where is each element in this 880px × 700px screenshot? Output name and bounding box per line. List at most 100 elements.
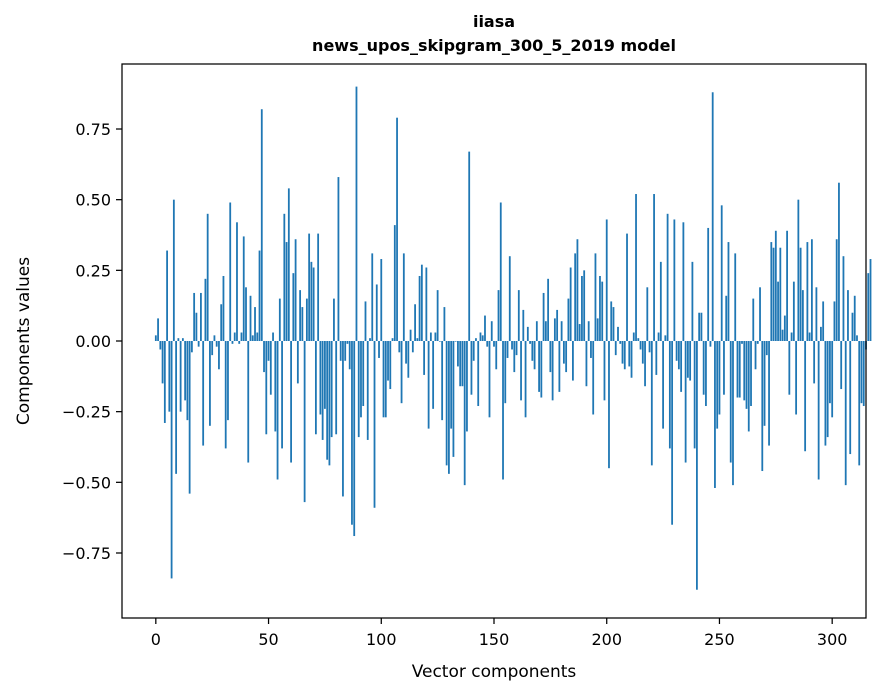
y-tick-label: 0.75 [75,120,111,139]
bar-component-220 [650,341,653,466]
bar-component-9 [175,341,178,474]
bar-component-282 [790,332,793,341]
bar-component-311 [856,335,858,341]
bar-component-302 [835,239,838,341]
bar-component-103 [387,341,389,381]
bar-component-240 [696,341,698,590]
bar-component-4 [163,341,166,423]
bar-component-251 [720,205,723,341]
bar-component-3 [161,341,164,384]
y-tick-label: 0.50 [75,191,111,210]
bar-component-249 [716,341,719,429]
bar-component-260 [741,341,743,344]
bar-component-187 [576,239,579,341]
bar-component-235 [684,341,687,463]
bar-component-180 [560,321,563,341]
bar-component-150 [493,341,495,347]
bar-component-25 [211,341,214,356]
bar-component-297 [824,341,827,446]
bar-component-182 [565,341,568,373]
bar-component-64 [299,290,302,341]
bar-component-206 [619,341,622,344]
x-tick-label: 200 [591,630,622,649]
bar-component-69 [310,261,313,341]
bar-component-202 [610,301,613,341]
bar-component-177 [553,318,556,341]
bar-component-316 [867,273,870,341]
bar-component-144 [479,332,482,341]
bar-component-95 [369,338,371,341]
bar-component-46 [258,250,261,341]
bar-component-48 [263,341,265,373]
bar-component-162 [520,341,522,401]
bar-component-40 [245,287,247,341]
bar-component-71 [314,341,317,435]
bar-component-61 [292,273,295,341]
bar-component-303 [838,182,840,341]
bar-component-119 [423,341,426,375]
y-tick-label: 0.25 [75,261,111,280]
bar-component-146 [484,315,486,341]
bar-component-22 [204,278,207,341]
bar-component-118 [420,264,423,341]
bar-component-291 [810,239,813,341]
bar-component-299 [829,341,831,404]
bar-component-173 [544,321,547,341]
bar-component-242 [700,312,703,341]
bar-component-183 [567,298,570,341]
bar-component-120 [425,267,428,341]
bar-component-201 [608,341,610,469]
bar-component-117 [418,275,421,341]
bar-component-261 [743,341,746,401]
bar-component-167 [531,341,534,361]
bar-component-224 [659,261,662,341]
bar-component-191 [585,341,588,387]
bar-component-263 [747,341,750,432]
bar-component-16 [190,341,193,353]
bar-component-246 [709,341,712,347]
bar-component-278 [781,329,784,341]
bar-component-37 [238,341,241,344]
bar-component-228 [668,341,671,449]
bar-component-116 [416,338,419,341]
bar-component-280 [786,230,788,341]
bar-component-212 [632,332,635,341]
bar-component-24 [209,341,211,426]
bar-component-312 [858,341,861,466]
bar-component-80 [335,341,338,435]
bar-component-52 [272,332,274,341]
bar-component-277 [779,247,782,341]
bar-component-181 [562,341,565,364]
bar-component-168 [533,341,536,370]
bar-component-214 [637,338,640,341]
bar-component-217 [644,341,646,387]
bar-component-205 [617,326,619,341]
bar-component-305 [842,256,845,341]
bar-component-245 [707,227,710,341]
bar-component-227 [666,213,669,341]
bar-component-68 [308,233,311,341]
bar-component-258 [736,341,739,398]
bar-component-43 [251,335,254,341]
bar-component-77 [328,341,331,466]
bar-component-169 [535,321,538,341]
bar-component-199 [603,341,606,401]
y-tick-label: −0.25 [62,403,111,422]
bar-component-213 [635,194,637,341]
bar-component-185 [572,341,574,381]
bar-component-257 [734,253,737,341]
bar-component-317 [869,259,872,341]
x-tick-label: 0 [151,630,161,649]
bar-component-42 [249,295,252,341]
bar-component-161 [517,290,520,341]
bar-component-106 [393,225,396,341]
bar-component-283 [792,281,795,341]
bar-component-128 [443,307,446,341]
bar-component-27 [215,341,218,347]
bar-component-32 [227,341,229,421]
bar-component-300 [831,341,834,418]
bar-component-51 [269,341,272,395]
bar-component-66 [303,341,306,503]
bar-component-153 [499,202,502,341]
bar-component-151 [495,341,498,370]
